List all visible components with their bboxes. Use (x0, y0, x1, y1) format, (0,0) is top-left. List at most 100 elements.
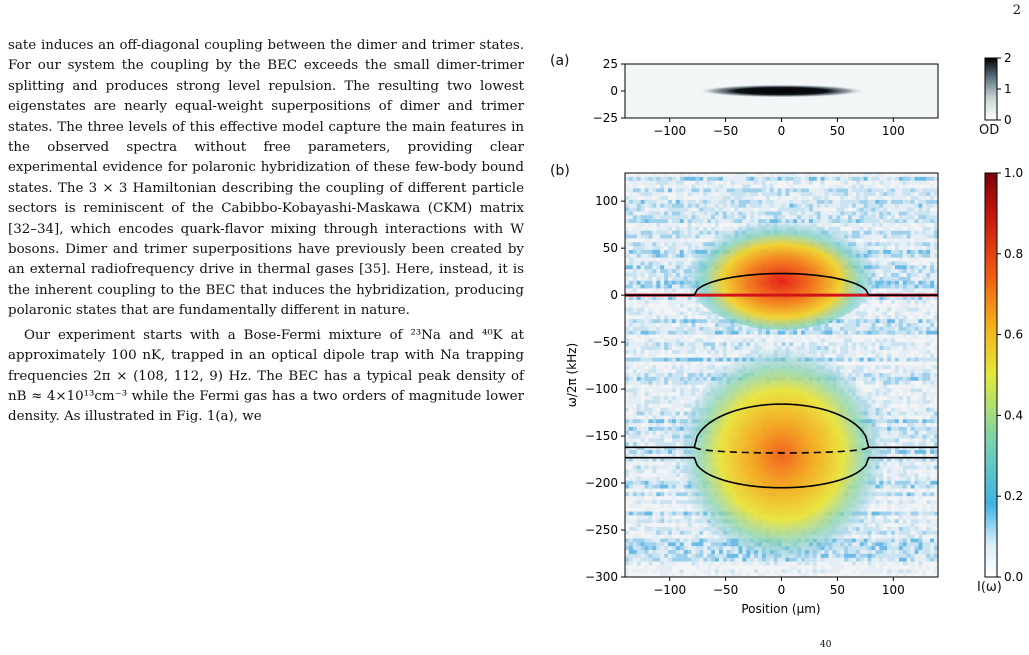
heatmap-cell (625, 346, 629, 350)
heatmap-cell (926, 273, 930, 277)
heatmap-cell (797, 192, 801, 196)
tick-label: 2 (1004, 51, 1012, 65)
heatmap-cell (832, 338, 836, 342)
heatmap-cell (836, 204, 840, 208)
heatmap-cell (742, 192, 746, 196)
heatmap-cell (633, 288, 637, 292)
heatmap-cell (817, 188, 821, 192)
heatmap-cell (930, 211, 934, 215)
heatmap-cell (633, 281, 637, 285)
heatmap-cell (828, 188, 832, 192)
heatmap-cell (707, 192, 711, 196)
heatmap-cell (695, 377, 699, 381)
heatmap-cell (695, 319, 699, 323)
heatmap-cell (844, 331, 848, 335)
heatmap-cell (915, 262, 919, 266)
heatmap-cell (703, 196, 707, 200)
heatmap-cell (930, 215, 934, 219)
heatmap-cell (782, 338, 786, 342)
heatmap-cell (852, 338, 856, 342)
heatmap-cell (852, 323, 856, 327)
heatmap-cell (852, 369, 856, 373)
heatmap-cell (680, 227, 684, 231)
heatmap-cell (680, 246, 684, 250)
heatmap-cell (625, 385, 629, 389)
heatmap-cell (676, 185, 680, 189)
heatmap-cell (668, 258, 672, 262)
heatmap-cell (684, 227, 688, 231)
heatmap-cell (738, 327, 742, 331)
heatmap-cell (699, 319, 703, 323)
heatmap-cell (703, 373, 707, 377)
heatmap-cell (750, 185, 754, 189)
heatmap-cell (887, 242, 891, 246)
heatmap-cell (758, 338, 762, 342)
heatmap-cell (668, 335, 672, 339)
heatmap-cell (731, 350, 735, 354)
heatmap-cell (828, 200, 832, 204)
heatmap-cell (664, 350, 668, 354)
heatmap-cell (856, 312, 860, 316)
heatmap-cell (738, 342, 742, 346)
heatmap-cell (692, 354, 696, 358)
heatmap-cell (668, 350, 672, 354)
heatmap-cell (762, 196, 766, 200)
heatmap-cell (891, 408, 895, 412)
heatmap-cell (797, 200, 801, 204)
heatmap-cell (676, 188, 680, 192)
heatmap-cell (903, 350, 907, 354)
heatmap-cell (688, 192, 692, 196)
heatmap-cell (645, 181, 649, 185)
heatmap-cell (641, 373, 645, 377)
heatmap-cell (926, 388, 930, 392)
heatmap-cell (895, 188, 899, 192)
heatmap-cell (875, 388, 879, 392)
heatmap-cell (738, 181, 742, 185)
heatmap-cell (883, 262, 887, 266)
heatmap-cell (680, 277, 684, 281)
heatmap-cell (723, 177, 727, 181)
heatmap-cell (641, 250, 645, 254)
heatmap-cell (652, 358, 656, 362)
heatmap-cell (907, 235, 911, 239)
heatmap-cell (680, 308, 684, 312)
heatmap-cell (648, 262, 652, 266)
heatmap-cell (688, 342, 692, 346)
heatmap-cell (895, 338, 899, 342)
heatmap-cell (672, 246, 676, 250)
heatmap-cell (785, 185, 789, 189)
heatmap-cell (652, 319, 656, 323)
heatmap-cell (871, 400, 875, 404)
heatmap-cell (782, 204, 786, 208)
heatmap-cell (911, 281, 915, 285)
heatmap-cell (895, 354, 899, 358)
heatmap-cell (856, 215, 860, 219)
heatmap-cell (907, 335, 911, 339)
heatmap-cell (774, 196, 778, 200)
heatmap-cell (883, 181, 887, 185)
heatmap-cell (731, 196, 735, 200)
heatmap-cell (926, 369, 930, 373)
heatmap-cell (656, 246, 660, 250)
heatmap-cell (676, 350, 680, 354)
heatmap-cell (778, 204, 782, 208)
heatmap-cell (891, 227, 895, 231)
heatmap-cell (668, 323, 672, 327)
heatmap-cell (875, 304, 879, 308)
heatmap-cell (907, 185, 911, 189)
heatmap-cell (684, 300, 688, 304)
heatmap-cell (911, 408, 915, 412)
heatmap-cell (840, 173, 844, 177)
heatmap-cell (648, 323, 652, 327)
heatmap-cell (719, 350, 723, 354)
heatmap-cell (860, 227, 864, 231)
heatmap-cell (656, 354, 660, 358)
heatmap-cell (868, 315, 872, 319)
heatmap-cell (699, 335, 703, 339)
heatmap-cell (907, 238, 911, 242)
heatmap-cell (707, 365, 711, 369)
heatmap-cell (801, 173, 805, 177)
heatmap-cell (637, 392, 641, 396)
heatmap-cell (703, 208, 707, 212)
heatmap-cell (688, 200, 692, 204)
